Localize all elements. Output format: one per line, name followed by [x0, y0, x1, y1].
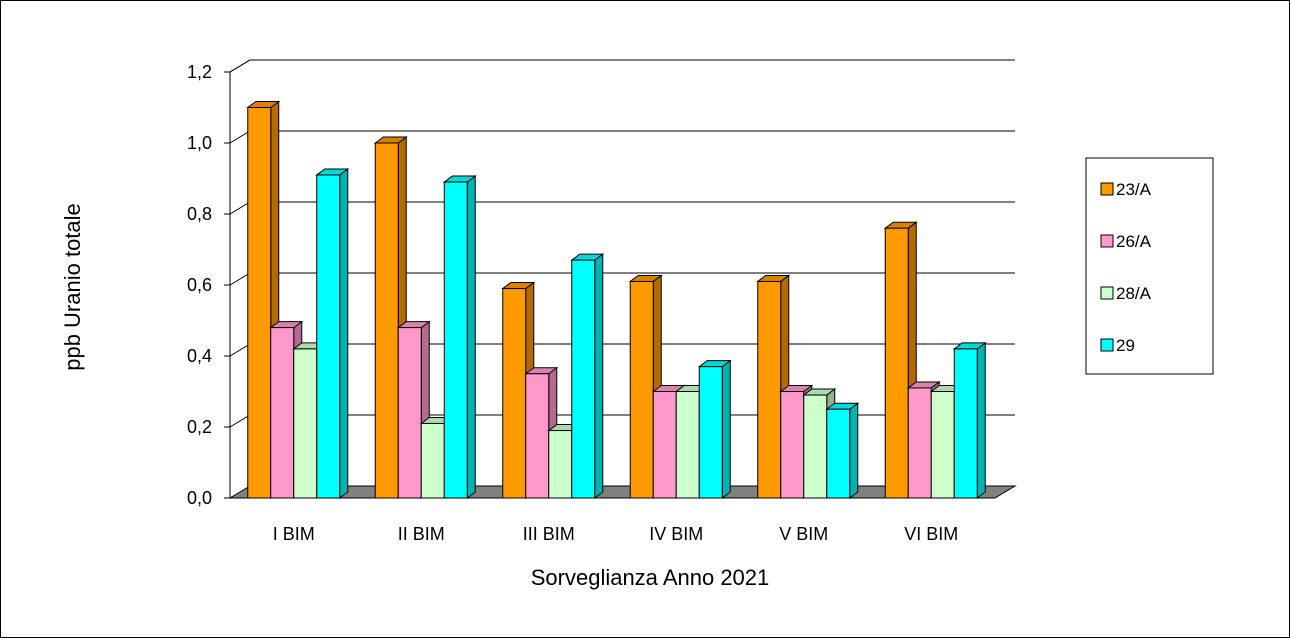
bar [443, 181, 468, 499]
x-tick-label: VI BIM [904, 524, 958, 544]
bar [803, 394, 828, 499]
bar [247, 107, 272, 499]
bar [652, 391, 677, 499]
y-tick-label: 0,2 [187, 417, 212, 437]
y-tick-label: 0,8 [187, 204, 212, 224]
x-axis-title: Sorveglianza Anno 2021 [531, 565, 770, 590]
bar [374, 142, 399, 499]
x-tick-labels: I BIM II BIM III BIM IV BIM V BIM VI BIM [273, 524, 959, 544]
bar-side [976, 341, 986, 499]
bar-side [849, 402, 859, 499]
y-tick-label: 0,4 [187, 346, 212, 366]
legend-swatch [1100, 234, 1114, 248]
bar [675, 391, 700, 499]
y-tick-label: 0,6 [187, 275, 212, 295]
bar [316, 174, 341, 499]
x-tick-label: III BIM [523, 524, 575, 544]
bar [629, 280, 654, 499]
x-tick-label: V BIM [779, 524, 828, 544]
legend-label: 23/A [1116, 180, 1152, 199]
y-tick-label: 1,2 [187, 62, 212, 82]
bar [953, 348, 978, 499]
y-tick-label: 0,0 [187, 488, 212, 508]
legend: 23/A 26/A 28/A 29 [1085, 157, 1214, 375]
bar [907, 387, 932, 499]
bar [780, 391, 805, 499]
legend-label: 28/A [1116, 284, 1152, 303]
bar [757, 280, 782, 499]
bar-side [339, 167, 349, 499]
bar [397, 327, 422, 499]
bar [502, 288, 527, 499]
bar [420, 422, 445, 499]
bar-side [594, 253, 604, 499]
y-tick-label: 1,0 [187, 133, 212, 153]
bar [930, 391, 955, 499]
legend-swatch [1100, 182, 1114, 196]
y-axis-title: ppb Uranio totale [60, 203, 85, 371]
bar [571, 259, 596, 499]
bar [525, 373, 550, 499]
gridline [229, 59, 1015, 73]
legend-label: 26/A [1116, 232, 1152, 251]
x-tick-label: I BIM [273, 524, 315, 544]
bar [548, 430, 573, 499]
bar [826, 408, 851, 499]
x-tick-label: IV BIM [649, 524, 703, 544]
legend-swatch [1100, 286, 1114, 300]
bar-side [466, 175, 476, 499]
legend-label: 29 [1116, 336, 1135, 355]
x-tick-label: II BIM [398, 524, 445, 544]
gridline [229, 130, 1015, 144]
bar [884, 227, 909, 499]
bar-side [721, 359, 731, 499]
bar [270, 327, 295, 499]
bar [698, 366, 723, 499]
legend-swatch [1100, 338, 1114, 352]
bars [246, 100, 987, 499]
y-tick-labels: 0,0 0,2 0,4 0,6 0,8 1,0 1,2 [187, 62, 212, 508]
bar [293, 348, 318, 499]
